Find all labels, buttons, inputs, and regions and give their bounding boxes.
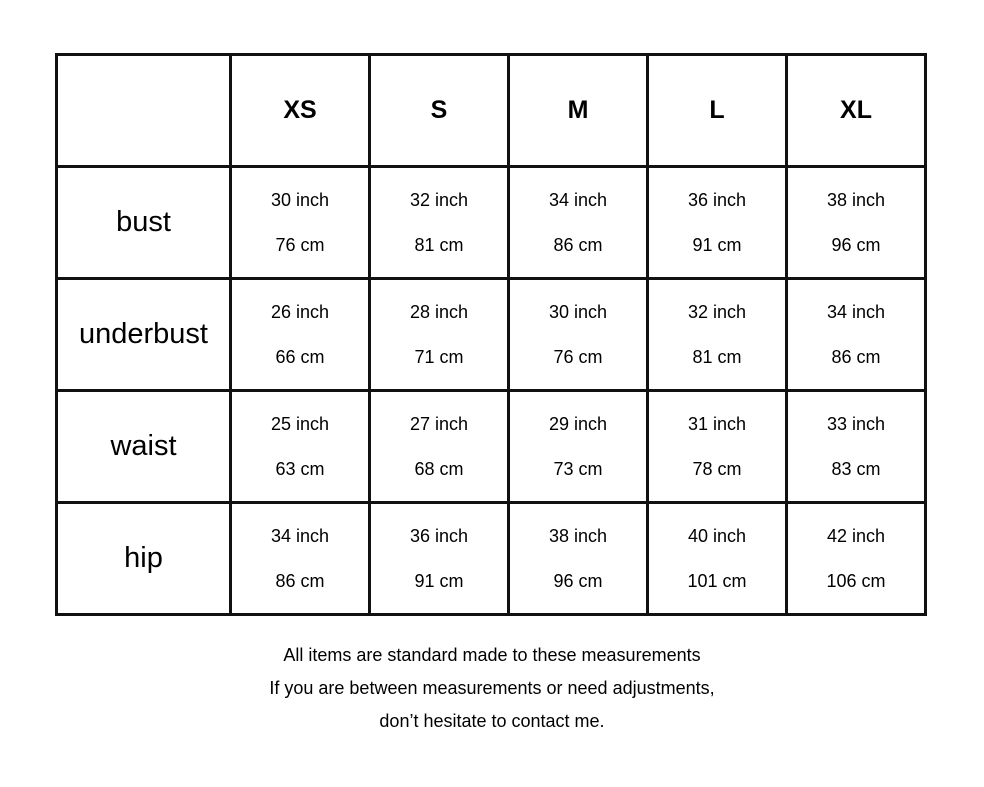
measurement-cell: 31 inch 78 cm [646,389,788,504]
measurement-row: underbust 26 inch 66 cm 28 inch 71 cm 30 inch… [55,277,927,392]
measurement-cell: 38 inch 96 cm [785,165,927,280]
measurement-cell: 32 inch 81 cm [646,277,788,392]
size-header: XL [785,53,927,168]
measurement-row: hip 34 inch 86 cm 36 inch 91 cm 38 inch 96 cm 4… [55,501,927,616]
note-line: All items are standard made to these mea… [283,645,701,665]
header-row: XS S M L XL [55,53,927,168]
value-cm: 73 cm [553,458,603,479]
value-cm: 83 cm [831,458,881,479]
measurement-row: bust 30 inch 76 cm 32 inch 81 cm 34 inch 86 cm… [55,165,927,280]
value-inch: 34 inch [826,301,886,322]
value-cm: 81 cm [414,234,464,255]
measurement-cell: 36 inch 91 cm [368,501,510,616]
measurement-row: waist 25 inch 63 cm 27 inch 68 cm 29 inch 73 c… [55,389,927,504]
value-cm: 66 cm [275,346,325,367]
value-inch: 38 inch [826,189,886,210]
value-cm: 71 cm [414,346,464,367]
note-line: If you are between measurements or need … [269,678,715,698]
measurement-cell: 40 inch 101 cm [646,501,788,616]
size-header: L [646,53,788,168]
value-cm: 91 cm [692,234,742,255]
measurement-cell: 42 inch 106 cm [785,501,927,616]
value-cm: 86 cm [553,234,603,255]
value-cm: 76 cm [275,234,325,255]
measurement-cell: 33 inch 83 cm [785,389,927,504]
footer-notes: All items are standard made to these mea… [0,642,984,741]
value-cm: 81 cm [692,346,742,367]
value-inch: 29 inch [548,413,608,434]
measurement-cell: 32 inch 81 cm [368,165,510,280]
measurement-cell: 34 inch 86 cm [229,501,371,616]
value-inch: 34 inch [270,525,330,546]
value-cm: 101 cm [687,570,747,591]
measurement-cell: 36 inch 91 cm [646,165,788,280]
value-cm: 76 cm [553,346,603,367]
value-cm: 106 cm [826,570,886,591]
measurement-cell: 30 inch 76 cm [229,165,371,280]
value-inch: 36 inch [409,525,469,546]
measurement-cell: 28 inch 71 cm [368,277,510,392]
measurement-cell: 38 inch 96 cm [507,501,649,616]
note-line: don’t hesitate to contact me. [379,711,605,731]
value-cm: 78 cm [692,458,742,479]
value-inch: 40 inch [687,525,747,546]
value-inch: 38 inch [548,525,608,546]
measurement-cell: 29 inch 73 cm [507,389,649,504]
value-cm: 86 cm [831,346,881,367]
value-inch: 27 inch [409,413,469,434]
measurement-label: bust [55,165,232,280]
value-inch: 28 inch [409,301,469,322]
value-inch: 36 inch [687,189,747,210]
measurement-label: waist [55,389,232,504]
measurement-cell: 27 inch 68 cm [368,389,510,504]
size-header: M [507,53,649,168]
value-inch: 30 inch [270,189,330,210]
measurement-cell: 30 inch 76 cm [507,277,649,392]
measurement-label: hip [55,501,232,616]
size-header: XS [229,53,371,168]
value-inch: 42 inch [826,525,886,546]
value-inch: 32 inch [409,189,469,210]
measurement-label: underbust [55,277,232,392]
value-cm: 86 cm [275,570,325,591]
measurement-cell: 25 inch 63 cm [229,389,371,504]
value-inch: 34 inch [548,189,608,210]
value-cm: 91 cm [414,570,464,591]
measurement-cell: 34 inch 86 cm [785,277,927,392]
value-cm: 96 cm [831,234,881,255]
value-inch: 25 inch [270,413,330,434]
value-cm: 96 cm [553,570,603,591]
measurement-cell: 26 inch 66 cm [229,277,371,392]
corner-cell [55,53,232,168]
value-inch: 30 inch [548,301,608,322]
size-chart-table: XS S M L XL bust 30 inch 76 cm 32 inch 81 cm… [55,53,927,616]
value-inch: 32 inch [687,301,747,322]
value-inch: 33 inch [826,413,886,434]
size-header: S [368,53,510,168]
value-inch: 26 inch [270,301,330,322]
value-inch: 31 inch [687,413,747,434]
value-cm: 68 cm [414,458,464,479]
measurement-cell: 34 inch 86 cm [507,165,649,280]
value-cm: 63 cm [275,458,325,479]
